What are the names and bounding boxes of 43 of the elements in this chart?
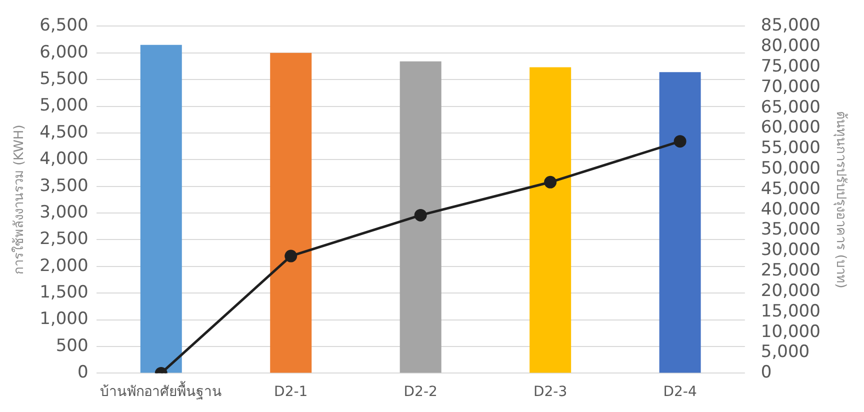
y2-tick-label: 10,000 [760,322,820,342]
y2-tick-label: 80,000 [760,36,820,56]
y2-tick-label: 55,000 [760,138,820,158]
x-tick-label: บ้านพักอาศัยพื้นฐาน [100,381,222,400]
y2-tick-label: 45,000 [760,178,820,199]
point [544,176,557,188]
y-tick-label: 2,000 [40,256,88,276]
y-tick-label: 2,500 [40,229,88,250]
y2-tick-label: 50,000 [760,158,820,179]
x-tick-label: D2-1 [274,384,308,400]
y-tick-label: 1,500 [40,282,88,303]
x-tick-label: D2-3 [533,384,568,400]
y2-tick-label: 20,000 [760,280,820,301]
y2-tick-label: 15,000 [760,301,820,322]
y2-tick-label: 70,000 [760,76,820,97]
y-tick-label: 6,500 [40,16,88,36]
y-tick-label: 5,500 [40,69,88,90]
y2-tick-label: 0 [760,362,772,383]
y2-tick-label: 75,000 [760,56,820,76]
y-tick-label: 4,500 [40,122,88,142]
y2-tick-label: 30,000 [760,240,820,260]
y-tick-label: 1,000 [40,309,88,330]
y-tick-label: 4,000 [40,149,88,170]
x-tick-label: D2-4 [663,384,697,400]
y-tick-label: 3,000 [40,202,88,222]
y2-tick-label: 85,000 [760,16,820,36]
y-axis-title: การใช้พลังงานรวม (KWH) [11,124,28,275]
y-tick-label: 5,000 [40,96,88,116]
y-tick-label: 0 [77,362,88,383]
y2-tick-label: 5,000 [760,342,810,362]
y2-tick-label: 60,000 [760,118,820,138]
y2-tick-label: 25,000 [760,260,820,281]
x-tick-label: D2-2 [404,384,438,400]
y2-tick-label: 35,000 [760,220,820,240]
y2-tick-label: 65,000 [760,97,820,118]
point [674,135,686,148]
y-tick-label: 6,000 [40,42,88,62]
y2-axis-title: ต้นทุนการปรับปรุงอาคาร (บาท) [832,111,848,288]
y2-tick-label: 40,000 [760,199,820,220]
y-tick-label: 500 [56,336,88,356]
point [284,250,298,262]
y-tick-label: 3,500 [40,176,88,196]
point [414,208,427,222]
